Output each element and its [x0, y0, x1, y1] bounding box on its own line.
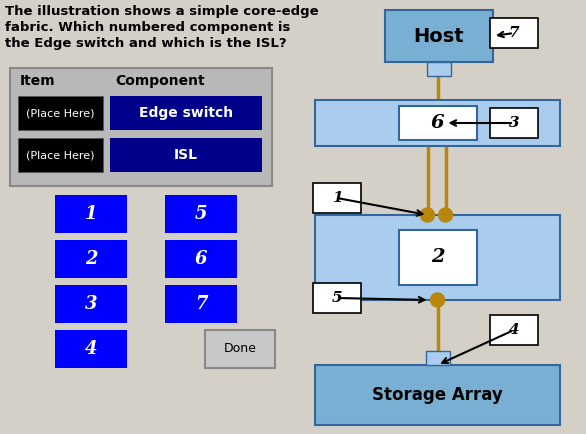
- Bar: [55, 195, 127, 233]
- Text: 3: 3: [85, 295, 97, 313]
- Bar: [205, 330, 275, 368]
- Text: (Place Here): (Place Here): [26, 108, 95, 118]
- Bar: [55, 330, 127, 368]
- Text: 5: 5: [332, 291, 342, 305]
- Text: Component: Component: [115, 74, 205, 88]
- Bar: [427, 62, 451, 76]
- Text: 4: 4: [509, 323, 519, 337]
- Text: Host: Host: [414, 26, 464, 46]
- Bar: [315, 100, 560, 146]
- Text: 7: 7: [195, 295, 207, 313]
- Bar: [165, 240, 237, 278]
- Text: 1: 1: [332, 191, 342, 205]
- Bar: [490, 108, 538, 138]
- Bar: [385, 10, 493, 62]
- Text: 2: 2: [431, 249, 444, 266]
- Text: 1: 1: [85, 205, 97, 223]
- Text: Edge switch: Edge switch: [139, 106, 233, 120]
- Bar: [398, 106, 476, 140]
- Bar: [55, 285, 127, 323]
- Bar: [313, 183, 361, 213]
- Bar: [315, 365, 560, 425]
- Bar: [313, 283, 361, 313]
- Text: Storage Array: Storage Array: [372, 386, 503, 404]
- Text: the Edge switch and which is the ISL?: the Edge switch and which is the ISL?: [5, 37, 287, 50]
- Bar: [165, 285, 237, 323]
- Text: ISL: ISL: [174, 148, 198, 162]
- Bar: [18, 96, 103, 130]
- Text: 6: 6: [431, 114, 444, 132]
- Bar: [315, 215, 560, 300]
- Bar: [10, 68, 272, 186]
- Text: 3: 3: [509, 116, 519, 130]
- Circle shape: [421, 208, 434, 222]
- Text: 6: 6: [195, 250, 207, 268]
- Bar: [165, 195, 237, 233]
- Text: The illustration shows a simple core-edge: The illustration shows a simple core-edg…: [5, 5, 319, 18]
- Text: 4: 4: [85, 340, 97, 358]
- Text: fabric. Which numbered component is: fabric. Which numbered component is: [5, 21, 291, 34]
- Circle shape: [438, 208, 452, 222]
- Bar: [490, 18, 538, 48]
- Bar: [490, 315, 538, 345]
- Bar: [425, 351, 449, 365]
- Text: (Place Here): (Place Here): [26, 150, 95, 160]
- Bar: [18, 138, 103, 172]
- Text: Item: Item: [20, 74, 56, 88]
- Bar: [55, 240, 127, 278]
- Text: Done: Done: [224, 342, 257, 355]
- Bar: [110, 96, 262, 130]
- Text: 2: 2: [85, 250, 97, 268]
- Circle shape: [431, 293, 445, 307]
- Text: 5: 5: [195, 205, 207, 223]
- Text: 7: 7: [509, 26, 519, 40]
- Bar: [398, 230, 476, 285]
- Bar: [110, 138, 262, 172]
